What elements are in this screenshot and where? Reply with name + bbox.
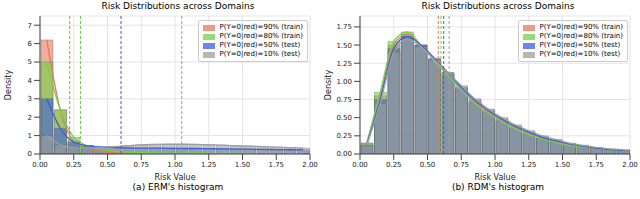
svg-text:1.75: 1.75 [588, 161, 604, 169]
svg-text:0.00: 0.00 [336, 150, 352, 158]
svg-text:0.25: 0.25 [336, 132, 352, 140]
svg-text:1.25: 1.25 [336, 60, 352, 68]
html-text:(b) RDM's histogram: (b) RDM's histogram [451, 182, 545, 192]
svg-text:1.00: 1.00 [167, 161, 183, 169]
svg-text:0.00: 0.00 [352, 161, 368, 169]
svg-text:5: 5 [28, 58, 32, 66]
svg-text:0.75: 0.75 [133, 161, 149, 169]
html-text:P(Y=0|red)=80% (train): P(Y=0|red)=80% (train) [219, 32, 303, 40]
html-text:P(Y=0|red)=80% (train): P(Y=0|red)=80% (train) [539, 32, 623, 40]
svg-text:4: 4 [28, 77, 33, 85]
svg-text:0: 0 [28, 150, 32, 158]
svg-text:1.75: 1.75 [336, 23, 352, 31]
svg-text:1.25: 1.25 [201, 161, 217, 169]
svg-text:6: 6 [28, 40, 33, 48]
html-text:(a) ERM's histogram: (a) ERM's histogram [132, 182, 224, 192]
svg-text:0.25: 0.25 [386, 161, 402, 169]
svg-text:1: 1 [28, 132, 32, 140]
svg-text:1.00: 1.00 [487, 161, 503, 169]
svg-text:7: 7 [28, 22, 32, 30]
svg-text:2.00: 2.00 [302, 161, 318, 169]
html-text:Risk Distributions across Doma: Risk Distributions across Domains [421, 1, 575, 11]
html-text:P(Y=0|red)=90% (train): P(Y=0|red)=90% (train) [219, 23, 303, 31]
svg-text:1.50: 1.50 [336, 42, 352, 50]
svg-text:1.50: 1.50 [235, 161, 251, 169]
svg-text:1.50: 1.50 [555, 161, 571, 169]
svg-text:Risk Value: Risk Value [154, 173, 195, 180]
svg-text:3: 3 [28, 95, 32, 103]
html-text:P(Y=0|red)=50% (test): P(Y=0|red)=50% (test) [219, 41, 301, 49]
svg-text:0.75: 0.75 [453, 161, 469, 169]
svg-text:0.25: 0.25 [66, 161, 82, 169]
html-text:P(Y=0|red)=10% (test): P(Y=0|red)=10% (test) [219, 50, 301, 58]
svg-text:2.00: 2.00 [622, 161, 632, 169]
svg-text:0.50: 0.50 [420, 161, 436, 169]
svg-text:Density: Density [8, 70, 13, 101]
html-text:P(Y=0|red)=10% (test): P(Y=0|red)=10% (test) [539, 50, 621, 58]
html-text:P(Y=0|red)=90% (train): P(Y=0|red)=90% (train) [539, 23, 623, 31]
html-text:Risk Distributions across Doma: Risk Distributions across Domains [101, 1, 255, 11]
svg-text:1.00: 1.00 [336, 78, 352, 86]
svg-text:1.25: 1.25 [521, 161, 537, 169]
svg-text:0.50: 0.50 [336, 114, 352, 122]
svg-text:Density: Density [324, 70, 333, 101]
svg-text:Risk Value: Risk Value [474, 173, 515, 180]
svg-text:0.50: 0.50 [100, 161, 116, 169]
html-text:P(Y=0|red)=50% (test): P(Y=0|red)=50% (test) [539, 41, 621, 49]
svg-text:2: 2 [28, 114, 32, 122]
svg-text:1.75: 1.75 [268, 161, 284, 169]
svg-text:0.00: 0.00 [32, 161, 48, 169]
svg-text:0.75: 0.75 [336, 96, 352, 104]
